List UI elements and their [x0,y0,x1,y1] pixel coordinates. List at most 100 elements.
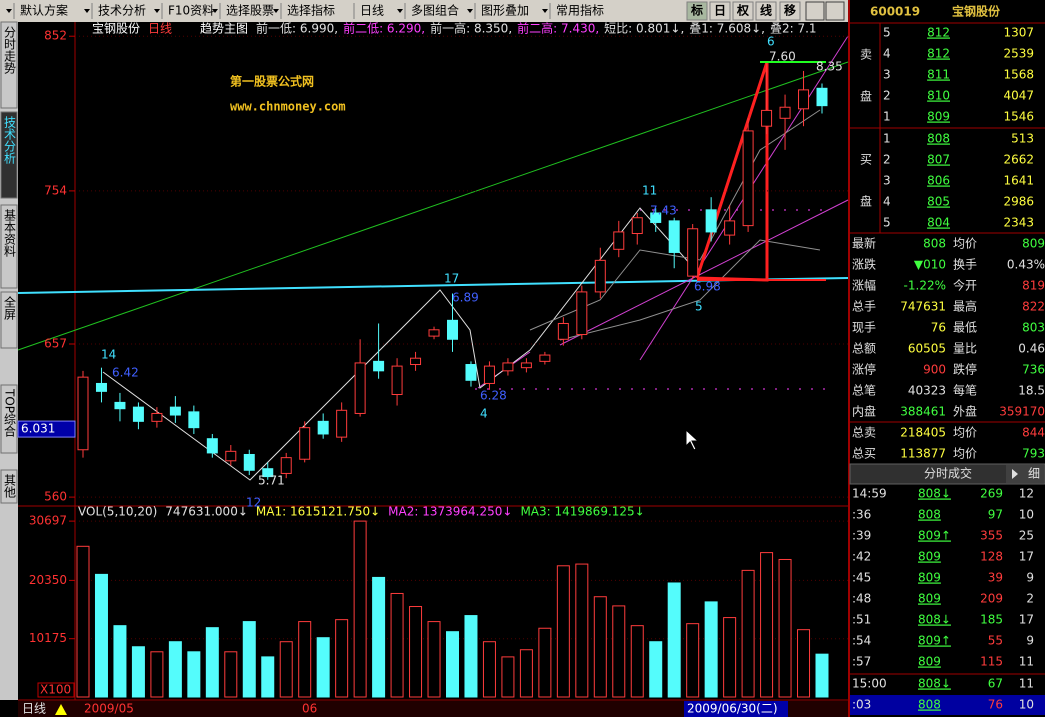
dropdown-arrow [397,9,403,13]
menu-item[interactable]: 技术分析 [98,4,146,18]
trade-time: :48 [852,592,871,606]
stat-label: 总卖 [852,426,876,440]
side-tab-label: 技术分析 [3,116,17,165]
toolbar-button-label: 标 [690,3,703,18]
candle-body [354,362,366,414]
y-tick-label: 852 [44,29,67,43]
side-tab[interactable] [0,111,18,199]
side-tab[interactable] [0,469,18,504]
toolbar-button[interactable] [686,1,708,21]
volume-bar [667,582,681,698]
trade-price: 809 [918,571,941,585]
trade-volume: 55 [988,634,1003,648]
window-button[interactable] [805,1,825,21]
book-level: 3 [883,68,891,82]
volume-bar [168,641,182,698]
side-tab[interactable] [0,291,18,349]
candle-body [114,401,126,410]
book-price: 805 [927,195,950,209]
volume-bar [94,573,108,698]
candle-body [483,365,495,384]
stock-name: 宝钢股份 [952,4,1001,19]
book-volume: 1546 [1003,110,1034,124]
volume-bar [298,621,312,698]
trades-detail: 细 [1028,467,1040,481]
chart-legend: 前二低: 6.290, [343,21,425,36]
book-price: 809 [927,110,950,124]
book-volume: 513 [1011,132,1034,146]
stat-label: 涨停 [852,362,876,377]
candle-body [742,130,754,227]
window-button[interactable] [825,1,845,21]
stat-value: 40323 [908,384,946,398]
x-tick-label: 06 [302,702,317,716]
book-price: 810 [927,89,950,103]
volume-bar [150,651,164,698]
trade-count: 10 [1019,508,1034,522]
trade-price: 809↑ [918,529,951,543]
menu-item[interactable]: 日线 [360,4,384,18]
toolbar-button-label: 移 [784,3,796,18]
toolbar-button[interactable] [732,1,754,21]
toolbar-button[interactable] [755,1,777,21]
volume-bar [279,641,293,698]
trade-count: 25 [1019,529,1034,543]
stat-value: 808 [923,237,946,251]
menu-item[interactable]: 默认方案 [20,3,68,18]
side-tab-label: 全屏 [3,295,17,321]
ma-line [559,239,821,341]
book-side-label: 盘 [860,89,872,104]
toolbar-button[interactable] [709,1,731,21]
annotation: 6 [767,35,775,49]
menu-item[interactable]: 多图组合 [411,3,459,18]
book-level: 5 [883,216,891,230]
book-price: 808 [927,132,950,146]
candle-body [391,365,403,396]
trades-detail-button[interactable] [1006,465,1044,483]
book-volume: 2539 [1003,47,1034,61]
candle-body [557,322,569,340]
period-button[interactable]: 日线 [22,702,46,716]
chart-legend: 前二高: 7.430, [517,21,599,36]
chart-indicator: 趋势主图 [200,22,248,36]
side-tab[interactable] [0,384,18,454]
volume-bar [778,558,792,698]
stat-value: 819 [1022,279,1045,293]
chart-title: 宝钢股份 [92,22,140,36]
trades-header[interactable] [849,463,1045,485]
side-tab[interactable] [0,204,18,289]
stat-value: 388461 [900,405,946,419]
chart-legend: MA2: 1373964.250↓ [388,505,512,519]
stat-value: -1.22% [904,279,946,293]
volume-bar [113,625,127,698]
stat-label: 今开 [953,278,977,293]
menu-item[interactable]: 常用指标 [556,3,604,18]
annotation: 6.98 [694,280,721,294]
menu-item[interactable]: F10资料 [168,4,214,18]
candle-body [502,362,514,372]
candle-body [262,468,274,478]
trade-volume: 39 [988,571,1003,585]
toolbar-button-label: 权 [736,3,750,18]
book-level: 4 [883,195,891,209]
volume-bar [556,565,570,698]
volume-bar [741,569,755,698]
toolbar-button[interactable] [779,1,801,21]
watermark: 第一股票公式网 [230,74,314,89]
stat-label: 总买 [852,447,876,461]
book-side-label: 卖 [860,48,872,62]
book-side-label: 买 [860,153,872,167]
menu-item[interactable]: 图形叠加 [481,4,529,18]
trade-volume: 67 [988,677,1003,691]
menu-item[interactable]: 选择指标 [287,3,335,18]
book-level: 3 [883,174,891,188]
trend-line [559,199,849,346]
menu-item[interactable]: 选择股票 [226,4,274,18]
cursor-date-box [684,701,788,717]
unit-label: X100 [40,683,71,697]
volume-bar [686,623,700,698]
book-volume: 1641 [1003,174,1034,188]
side-tab[interactable] [0,21,18,109]
volume-bar [464,615,478,698]
volume-bar [797,629,811,698]
